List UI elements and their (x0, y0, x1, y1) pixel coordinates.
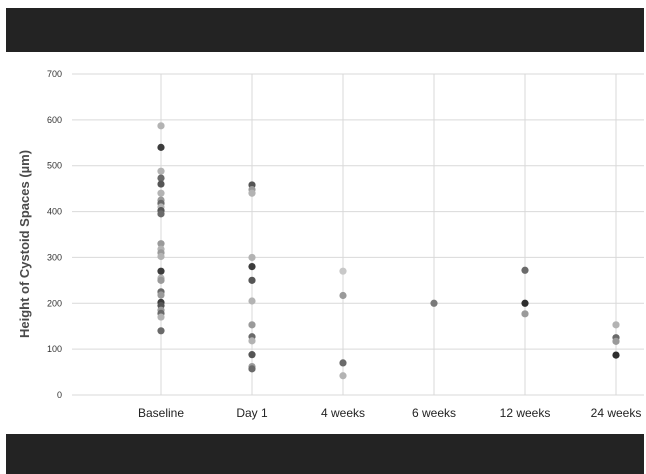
x-category-label: 4 weeks (321, 406, 365, 420)
data-point (157, 252, 165, 261)
y-tick-label: 100 (47, 344, 62, 354)
data-point (339, 372, 347, 380)
scatter-chart: 0 100 200 300 400 500 600 700 Baseline Day 1 4 we… (0, 52, 646, 434)
bottom-black-band (6, 434, 644, 474)
data-point (612, 321, 620, 329)
data-point (157, 167, 165, 175)
x-category-label: Baseline (138, 406, 184, 420)
y-tick-label: 400 (47, 207, 62, 217)
x-category-label: Day 1 (236, 406, 268, 420)
data-point (339, 359, 347, 367)
data-point (248, 297, 256, 305)
y-axis-title: Height of Cystoid Spaces (µm) (17, 150, 32, 338)
data-point (521, 266, 529, 274)
data-point (521, 299, 529, 307)
data-point (612, 351, 620, 359)
y-tick-label: 700 (47, 69, 62, 79)
data-point (248, 189, 256, 197)
grid-layer (72, 73, 644, 396)
x-category-label: 12 weeks (500, 406, 551, 420)
data-point (521, 310, 529, 318)
data-point (157, 240, 165, 248)
data-point (248, 276, 256, 284)
data-point (157, 327, 165, 335)
data-point (157, 210, 165, 218)
data-point (157, 276, 165, 284)
data-point (248, 351, 256, 359)
data-point (157, 189, 165, 197)
x-category-label: 24 weeks (591, 406, 642, 420)
top-black-band (6, 8, 644, 52)
chart-svg: 0 100 200 300 400 500 600 700 Baseline Day 1 4 we… (17, 69, 644, 420)
data-point (248, 337, 256, 345)
data-points (157, 122, 620, 380)
data-point (157, 291, 165, 299)
y-tick-label: 300 (47, 252, 62, 262)
y-tick-label: 500 (47, 161, 62, 171)
data-point (430, 299, 438, 307)
data-point (157, 143, 165, 151)
data-point (157, 174, 165, 182)
data-point (157, 122, 165, 130)
data-point (248, 321, 256, 329)
data-point (248, 365, 256, 373)
y-tick-labels: 0 100 200 300 400 500 600 700 (47, 69, 62, 400)
data-point (157, 267, 165, 275)
data-point (339, 267, 347, 275)
y-tick-label: 0 (57, 390, 62, 400)
data-point (612, 337, 620, 345)
data-point (248, 263, 256, 271)
data-point (157, 313, 165, 321)
y-tick-label: 600 (47, 115, 62, 125)
data-point (248, 253, 256, 262)
x-category-labels: Baseline Day 1 4 weeks 6 weeks 12 weeks 24 we… (138, 406, 641, 420)
x-category-label: 6 weeks (412, 406, 456, 420)
data-point (157, 180, 165, 188)
data-point (339, 291, 347, 300)
y-tick-label: 200 (47, 298, 62, 308)
